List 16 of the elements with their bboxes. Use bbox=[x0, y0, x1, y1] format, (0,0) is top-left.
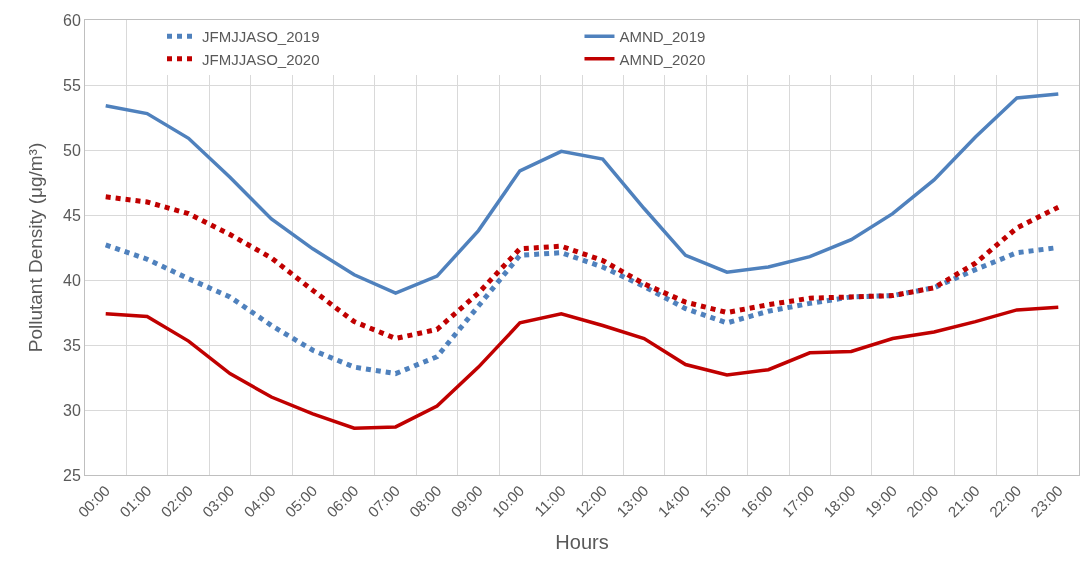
y-tick-label: 25 bbox=[63, 466, 81, 484]
y-axis-title: Pollutant Density (μg/m³) bbox=[24, 142, 46, 353]
y-tick-label: 50 bbox=[63, 141, 81, 159]
y-tick-label: 30 bbox=[63, 401, 81, 419]
y-tick-label: 60 bbox=[63, 11, 81, 29]
legend-label: JFMJJASO_2019 bbox=[202, 28, 320, 46]
y-tick-label: 55 bbox=[63, 76, 81, 94]
y-tick-label: 35 bbox=[63, 336, 81, 354]
legend-label: JFMJJASO_2020 bbox=[202, 50, 320, 68]
legend-label: AMND_2019 bbox=[619, 28, 706, 46]
line-series bbox=[103, 305, 1061, 430]
y-tick-label: 45 bbox=[63, 206, 81, 224]
line-series bbox=[103, 92, 1061, 295]
legend-label: AMND_2020 bbox=[619, 50, 706, 68]
y-tick-label: 40 bbox=[63, 271, 81, 289]
x-axis-title: Hours bbox=[555, 530, 609, 553]
